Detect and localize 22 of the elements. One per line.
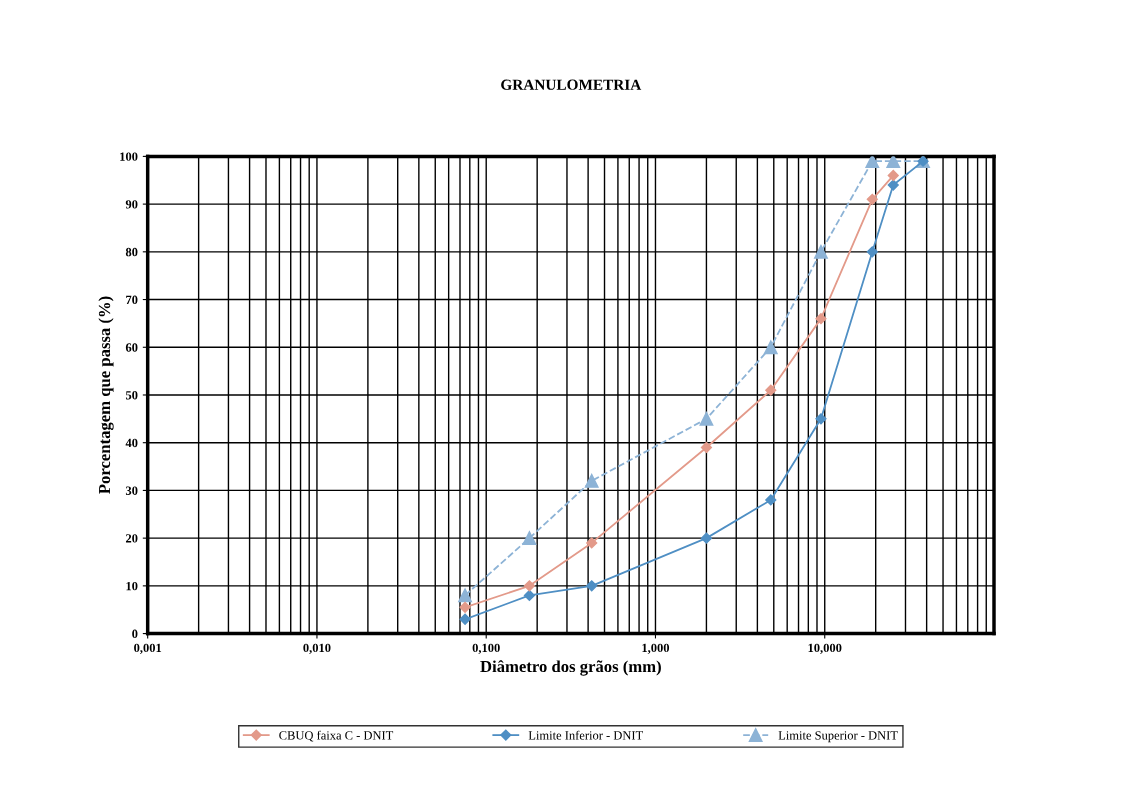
x-tick-label: 0,001 xyxy=(134,643,162,654)
x-tick-label: 10,000 xyxy=(808,643,842,654)
y-tick-label: 80 xyxy=(125,247,138,257)
y-tick-label: 0 xyxy=(132,629,138,639)
y-axis-title: Porcentagem que passa (%) xyxy=(98,296,114,494)
legend-label: Limite Inferior - DNIT xyxy=(528,730,643,740)
y-tick-label: 30 xyxy=(125,486,138,495)
y-tick-label: 40 xyxy=(125,438,138,448)
x-axis-title: Diâmetro dos grãos (mm) xyxy=(480,660,661,676)
chart-title: GRANULOMETRIA xyxy=(501,79,642,90)
legend-label: Limite Superior - DNIT xyxy=(778,731,898,743)
y-tick-label: 70 xyxy=(126,295,138,305)
y-tick-label: 20 xyxy=(125,534,138,543)
y-tick-label: 50 xyxy=(125,391,138,400)
x-tick-label: 0,100 xyxy=(472,643,500,654)
y-tick-label: 90 xyxy=(125,200,138,209)
x-tick-label: 0,010 xyxy=(303,643,331,654)
legend-label: CBUQ faixa C - DNIT xyxy=(279,730,394,742)
x-tick-label: 1,000 xyxy=(642,643,670,654)
y-tick-label: 10 xyxy=(126,581,138,591)
y-tick-label: 100 xyxy=(120,152,138,161)
y-tick-label: 60 xyxy=(125,343,138,352)
